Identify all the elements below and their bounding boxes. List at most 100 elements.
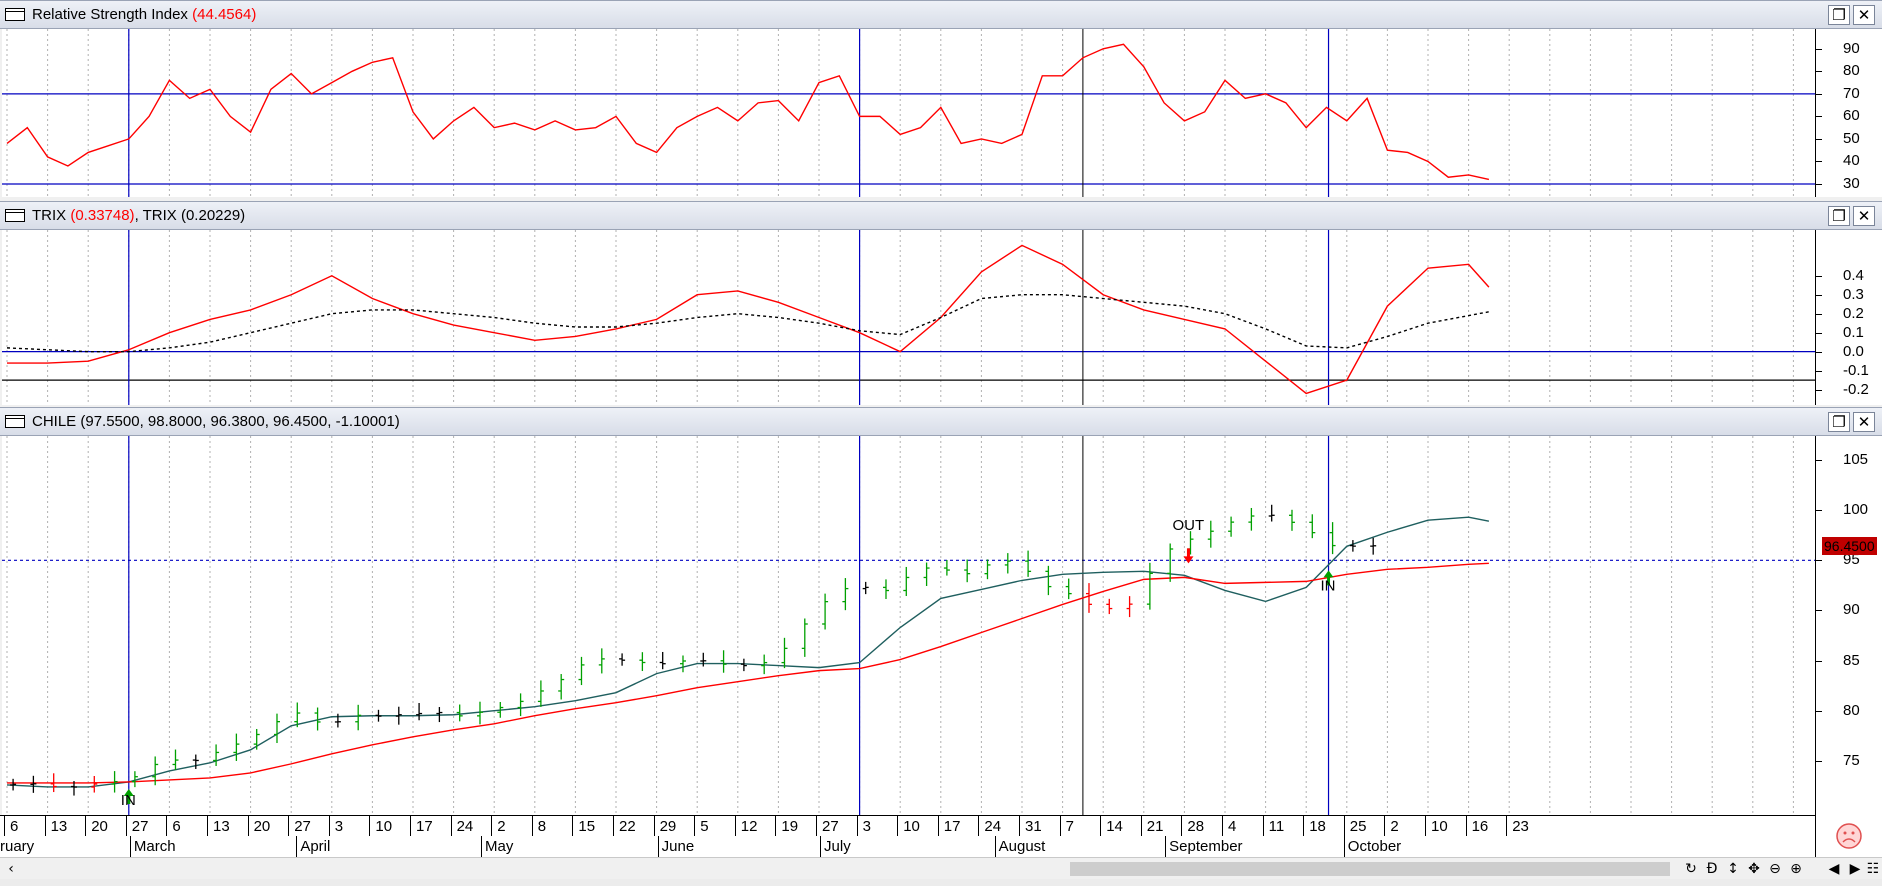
y-tick-mark: [1816, 48, 1822, 50]
ohlc-bar: [740, 658, 747, 672]
ohlc-bar: [172, 749, 179, 770]
restore-button[interactable]: ❐: [1828, 206, 1850, 226]
date-axis: 6 13 20 27 6 13 20 27 3 10 17 24 2 8 15 22 29 5 12 19 27 3 10 1…: [0, 815, 1815, 857]
ohlc-bar: [273, 713, 280, 744]
y-tick-label: -0.1: [1843, 361, 1869, 379]
series-line: [6, 516, 1490, 788]
ohlc-bar: [598, 648, 605, 674]
close-button[interactable]: ✕: [1853, 206, 1875, 226]
layout-icon[interactable]: ☷: [1866, 861, 1880, 877]
day-separator: [247, 816, 249, 836]
ohlc-bar: [659, 651, 666, 670]
day-label: 28: [1187, 818, 1205, 835]
rsi-panel-title[interactable]: Relative Strength Index (44.4564) ❐ ✕: [0, 0, 1882, 29]
ohlc-bar: [761, 654, 768, 675]
scroll-thumb[interactable]: [1070, 862, 1670, 876]
refresh-icon[interactable]: ↻: [1685, 861, 1697, 877]
zoom-in-icon[interactable]: ⊕: [1790, 861, 1802, 877]
ohlc-bar: [639, 652, 646, 672]
y-tick-mark: [1816, 332, 1822, 334]
ohlc-bar: [801, 618, 808, 657]
vertical-resize-icon[interactable]: ↕: [1727, 861, 1739, 877]
close-button[interactable]: ✕: [1853, 412, 1875, 432]
y-tick-label: -0.2: [1843, 380, 1869, 398]
day-separator: [125, 816, 127, 836]
day-label: 4: [1228, 818, 1237, 835]
ohlc-bar: [375, 709, 382, 722]
restore-button[interactable]: ❐: [1828, 5, 1850, 25]
restore-button[interactable]: ❐: [1828, 412, 1850, 432]
trix-panel-title[interactable]: TRIX (0.33748), TRIX (0.20229) ❐ ✕: [0, 201, 1882, 230]
ohlc-bar: [192, 754, 199, 769]
signal-label: IN: [121, 792, 136, 809]
trix-plot: [2, 230, 1815, 405]
ohlc-bar: [1167, 543, 1174, 582]
month-separator: [1165, 836, 1167, 857]
ohlc-bar: [679, 655, 686, 673]
ohlc-bar: [1207, 520, 1214, 548]
ohlc-bar: [1025, 550, 1032, 577]
day-separator: [44, 816, 46, 836]
buy-signal: IN: [1321, 570, 1336, 594]
ohlc-bar: [1370, 537, 1377, 555]
day-separator: [328, 816, 330, 836]
y-tick-label: 60: [1843, 107, 1860, 125]
day-label: 23: [1512, 818, 1529, 835]
month-separator: [129, 836, 131, 857]
window-icon: [5, 209, 25, 222]
rsi-plot: [2, 29, 1815, 197]
ohlc-bar: [1126, 596, 1133, 618]
month-label: May: [485, 838, 514, 855]
ohlc-bar: [91, 776, 98, 793]
y-tick-mark: [1816, 560, 1822, 562]
scroll-next-icon[interactable]: ▶: [1849, 861, 1861, 877]
day-label: 27: [131, 818, 149, 835]
day-separator: [613, 816, 614, 836]
day-separator: [1384, 816, 1386, 836]
zoom-out-icon[interactable]: ⊖: [1769, 861, 1781, 877]
month-label: October: [1347, 838, 1402, 855]
day-separator: [410, 816, 411, 836]
y-tick-mark: [1816, 183, 1822, 185]
day-label: 2: [497, 818, 506, 835]
horizontal-scrollbar[interactable]: ‹ ↻ Ð ↕ ✥ ⊖ ⊕ ◀ ▶ ☷: [0, 857, 1882, 880]
day-separator: [1019, 816, 1020, 836]
ohlc-bar: [294, 702, 301, 728]
ohlc-bar: [1268, 504, 1275, 522]
month-label: July: [824, 838, 851, 855]
scroll-left-icon[interactable]: ‹: [8, 861, 14, 877]
ohlc-bar: [558, 674, 565, 700]
price-panel-title[interactable]: CHILE (97.5500, 98.8000, 96.3800, 96.450…: [0, 407, 1882, 436]
ohlc-bar: [517, 693, 524, 717]
ohlc-bar: [1349, 540, 1356, 552]
day-label: 13: [50, 818, 68, 835]
buy-signal: IN: [121, 788, 136, 809]
ohlc-bar: [984, 559, 991, 580]
rsi-title-value: (44.4564): [192, 6, 257, 23]
price-plot: IN OUT IN: [2, 436, 1815, 815]
ohlc-bar: [1228, 516, 1235, 537]
close-button[interactable]: ✕: [1853, 5, 1875, 25]
ohlc-bar: [862, 581, 869, 595]
y-tick-label: 90: [1843, 601, 1860, 619]
day-label: 21: [1146, 818, 1164, 835]
day-separator: [937, 816, 939, 836]
ohlc-bar: [923, 562, 930, 586]
ohlc-bar: [1045, 565, 1052, 596]
month-separator: [296, 836, 298, 857]
y-tick-mark: [1816, 161, 1822, 163]
y-tick-mark: [1816, 710, 1822, 712]
ohlc-bar: [355, 704, 362, 731]
ohlc-bar: [1309, 514, 1316, 539]
ohlc-bar: [456, 704, 463, 722]
ohlc-bar: [842, 578, 849, 611]
day-separator: [450, 816, 452, 836]
move-icon[interactable]: ✥: [1748, 861, 1760, 877]
draw-icon[interactable]: Ð: [1706, 861, 1718, 877]
scroll-first-icon[interactable]: ◀: [1828, 861, 1840, 877]
ohlc-bar: [1288, 509, 1295, 531]
month-separator: [994, 836, 996, 857]
y-tick-label: 75: [1843, 751, 1860, 769]
ohlc-bars: [10, 504, 1377, 796]
day-separator: [531, 816, 533, 836]
